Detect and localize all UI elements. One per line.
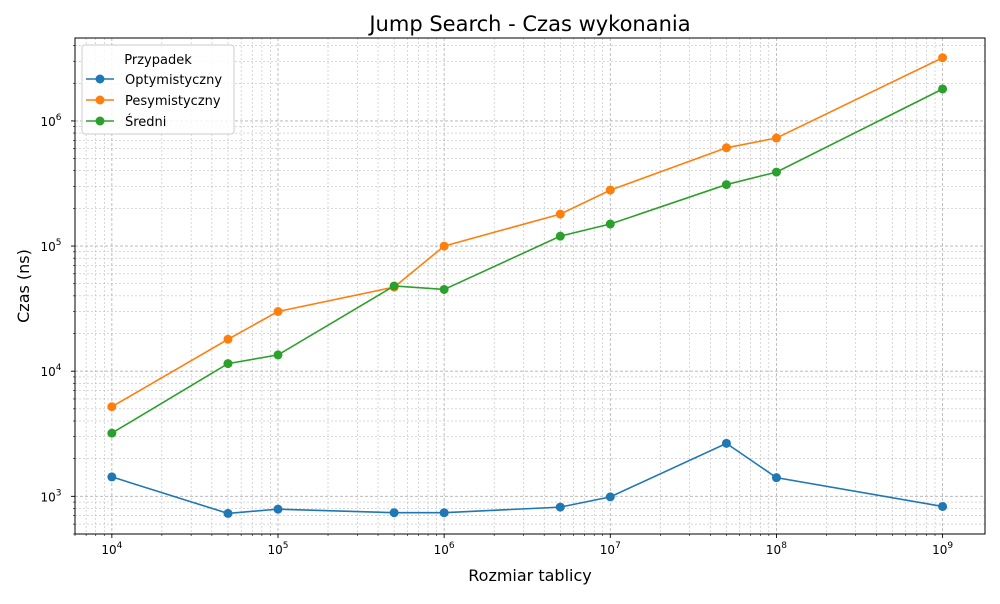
legend-label: Optymistyczny (125, 73, 222, 88)
chart-title: Jump Search - Czas wykonania (367, 12, 690, 36)
legend-title: Przypadek (124, 53, 192, 68)
data-point (107, 402, 117, 412)
data-point (721, 438, 731, 448)
series-line-2 (111, 88, 943, 434)
legend-marker (95, 74, 105, 84)
data-point (389, 281, 399, 291)
data-point (273, 306, 283, 316)
data-point (938, 501, 948, 511)
data-point (555, 231, 565, 241)
data-point (439, 284, 449, 294)
legend-label: Pesymistyczny (125, 94, 221, 109)
grid (74, 38, 985, 535)
data-point (605, 185, 615, 195)
data-point (605, 492, 615, 502)
data-point (721, 180, 731, 190)
y-tick-label: 106 (40, 113, 61, 129)
y-axis-label: Czas (ns) (14, 249, 33, 323)
x-tick-label: 104 (101, 541, 122, 557)
data-point (771, 167, 781, 177)
legend-marker (95, 116, 105, 126)
data-point (389, 508, 399, 518)
series-line-1 (111, 56, 943, 408)
series-line-0 (111, 442, 943, 515)
axes-frame (74, 37, 986, 535)
legend-label: Średni (125, 114, 166, 130)
x-axis-label: Rozmiar tablicy (468, 566, 591, 585)
data-point (771, 133, 781, 143)
data-point (555, 209, 565, 219)
data-point (439, 241, 449, 251)
data-point (721, 143, 731, 153)
ticks: 104 105 106 107 108 109 103 104 105 106 (40, 45, 953, 557)
x-tick-label: 109 (932, 541, 953, 557)
x-tick-label: 107 (600, 541, 621, 557)
y-tick-label: 104 (40, 363, 61, 379)
data-point (771, 473, 781, 483)
data-point (273, 350, 283, 360)
data-point (273, 504, 283, 514)
series-layer (107, 53, 948, 518)
data-point (107, 428, 117, 438)
legend: Przypadek Optymistyczny Pesymistyczny Śred… (81, 44, 235, 135)
data-point (223, 359, 233, 369)
legend-marker (95, 95, 105, 105)
data-point (605, 219, 615, 229)
x-tick-label: 105 (267, 541, 288, 557)
data-point (555, 502, 565, 512)
data-point (223, 508, 233, 518)
legend-entries: Optymistyczny Pesymistyczny Średni (86, 73, 222, 130)
data-point (223, 334, 233, 344)
x-tick-label: 106 (434, 541, 455, 557)
data-point (938, 53, 948, 63)
x-tick-label: 108 (766, 541, 787, 557)
y-tick-label: 103 (40, 488, 61, 504)
y-tick-label: 105 (40, 238, 61, 254)
legend-box (81, 44, 235, 135)
data-point (107, 472, 117, 482)
data-point (938, 84, 948, 94)
data-point (439, 508, 449, 518)
